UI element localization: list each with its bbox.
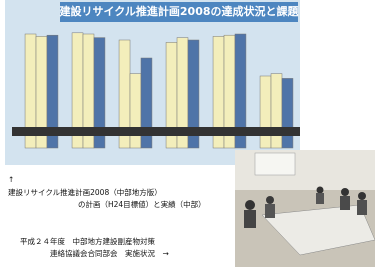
photo-caption: 連絡協議会合同部会 実施状況 → xyxy=(50,248,169,258)
photo-caption: 平成２４年度 中部地方建設副産物対策 xyxy=(20,236,155,246)
chart-title: 建設リサイクル推進計画2008の達成状況と課題 xyxy=(59,4,299,18)
page: 建設リサイクル推進計画2008の達成状況と課題 ↑ 建設リサイクル推進計画200… xyxy=(0,0,375,267)
photo xyxy=(235,150,375,267)
axis-break xyxy=(12,127,300,136)
caption-line: 建設リサイクル推進計画2008（中部地方版） xyxy=(8,187,162,197)
bar xyxy=(282,78,293,148)
bar xyxy=(271,74,282,148)
bar xyxy=(260,76,271,148)
bar xyxy=(130,74,141,148)
caption-arrow: ↑ xyxy=(8,175,14,184)
caption-line: の計画（H24目標値）と実績（中部） xyxy=(78,199,206,209)
